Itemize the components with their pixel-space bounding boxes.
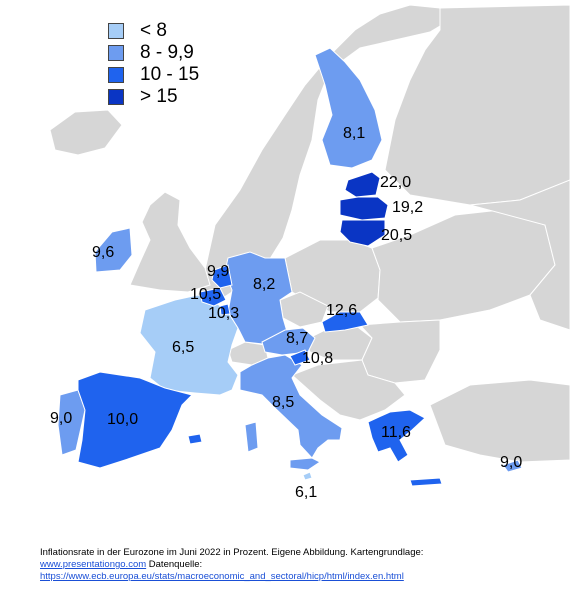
legend-swatch <box>108 45 124 61</box>
legend: < 8 8 - 9,9 10 - 15 > 15 <box>108 20 199 108</box>
value-label-luxembourg: 10,3 <box>208 305 240 322</box>
value-label-greece: 11,6 <box>381 424 411 441</box>
legend-swatch <box>108 89 124 105</box>
legend-label: < 8 <box>140 20 167 41</box>
country-slovenia <box>289 349 311 366</box>
source-link[interactable]: www.presentationgo.com <box>40 559 147 570</box>
country-turkey <box>429 379 570 463</box>
caption-text: Datenquelle: <box>146 559 203 570</box>
country-cyprus <box>502 459 523 473</box>
value-label-france: 6,5 <box>172 339 195 356</box>
value-label-slovenia: 10,8 <box>302 350 334 367</box>
value-label-spain: 10,0 <box>107 411 139 428</box>
value-label-belgium: 10,5 <box>190 286 222 303</box>
legend-swatch <box>108 67 124 83</box>
legend-item: < 8 <box>108 20 199 42</box>
country-austria <box>261 327 316 356</box>
legend-swatch <box>108 23 124 39</box>
value-label-latvia: 19,2 <box>392 199 424 216</box>
value-label-cyprus: 9,0 <box>500 454 523 471</box>
value-label-germany: 8,2 <box>253 276 276 293</box>
country-estonia <box>344 171 381 198</box>
country-iceland <box>49 109 123 156</box>
caption-line: Inflationsrate in der Eurozone im Juni 2… <box>40 547 424 558</box>
country-sicily <box>289 457 321 471</box>
country-latvia <box>339 196 389 221</box>
legend-item: 10 - 15 <box>108 64 199 86</box>
country-belgium <box>199 287 227 307</box>
country-greece <box>367 409 426 463</box>
legend-label: 10 - 15 <box>140 64 200 85</box>
country-ireland <box>94 227 133 273</box>
legend-item: 8 - 9,9 <box>108 42 199 64</box>
country-sardinia <box>244 421 259 453</box>
country-russia-east <box>469 179 570 331</box>
country-romania-moldova <box>358 319 441 384</box>
country-russia-north <box>384 4 570 206</box>
country-spain <box>77 371 193 469</box>
country-netherlands <box>211 264 233 289</box>
country-lithuania <box>339 219 386 247</box>
legend-item: > 15 <box>108 86 199 108</box>
legend-label: > 15 <box>140 86 178 107</box>
legend-label: 8 - 9,9 <box>140 42 194 63</box>
value-label-portugal: 9,0 <box>50 410 73 427</box>
caption-line: www.presentationgo.com Datenquelle: <box>40 559 560 571</box>
value-label-austria: 8,7 <box>286 330 309 347</box>
country-uk <box>129 191 211 293</box>
value-label-lithuania: 20,5 <box>381 227 413 244</box>
country-balearics <box>187 433 203 445</box>
country-crete <box>409 477 443 487</box>
value-label-italy: 8,5 <box>272 394 295 411</box>
data-source-link[interactable]: https://www.ecb.europa.eu/stats/macroeco… <box>40 571 404 582</box>
value-label-netherlands: 9,9 <box>207 263 230 280</box>
caption: Inflationsrate in der Eurozone im Juni 2… <box>40 547 560 583</box>
country-luxembourg <box>219 303 231 316</box>
value-label-slovakia: 12,6 <box>326 302 358 319</box>
value-label-ireland: 9,6 <box>92 244 115 261</box>
country-slovakia <box>321 311 369 333</box>
country-malta <box>302 471 313 481</box>
caption-line: https://www.ecb.europa.eu/stats/macroeco… <box>40 571 560 583</box>
value-label-estonia: 22,0 <box>380 174 412 191</box>
europe-map <box>49 4 570 487</box>
country-norway-sweden <box>194 4 451 306</box>
value-label-malta: 6,1 <box>295 484 318 501</box>
country-italy <box>239 354 343 459</box>
country-balkans <box>291 359 406 421</box>
value-label-finland: 8,1 <box>343 125 366 142</box>
country-finland <box>314 47 383 169</box>
